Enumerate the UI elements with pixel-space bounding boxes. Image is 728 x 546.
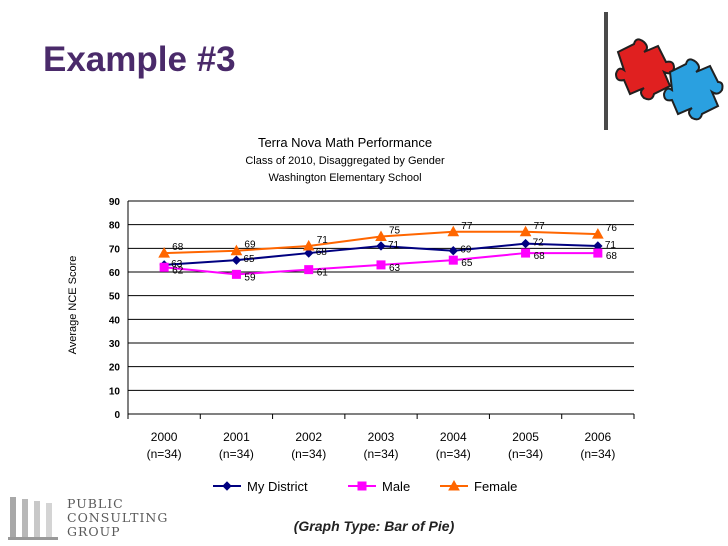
data-label: 68 — [172, 242, 184, 253]
data-point — [448, 245, 458, 256]
y-tick-label: 20 — [109, 363, 121, 374]
y-tick-label: 10 — [109, 386, 121, 397]
blue-puzzle-piece — [662, 58, 724, 121]
data-label: 69 — [460, 245, 472, 256]
y-tick-label: 30 — [109, 339, 121, 350]
legend-label: My District — [247, 479, 308, 494]
x-tick-label-n: (n=34) — [363, 447, 398, 461]
chart-title: Terra Nova Math Performance — [258, 135, 432, 150]
data-point — [375, 230, 387, 241]
data-label: 65 — [243, 254, 255, 265]
data-point — [448, 255, 458, 265]
x-tick-label-n: (n=34) — [291, 447, 326, 461]
x-tick-label-year: 2000 — [151, 430, 178, 444]
data-label: 61 — [317, 268, 329, 279]
data-point — [304, 248, 314, 258]
x-tick-label-n: (n=34) — [436, 447, 471, 461]
x-tick-label-year: 2003 — [368, 430, 395, 444]
data-label: 65 — [461, 258, 473, 269]
data-label: 63 — [171, 259, 183, 270]
y-axis-label: Average NCE Score — [67, 256, 79, 355]
data-label: 71 — [605, 240, 617, 251]
graph-type-caption: (Graph Type: Bar of Pie) — [293, 518, 455, 534]
data-label: 69 — [244, 240, 256, 251]
data-label: 75 — [389, 226, 401, 237]
data-label: 62 — [172, 265, 184, 276]
data-label: 68 — [534, 251, 546, 262]
legend-marker — [222, 481, 232, 491]
x-tick-label-year: 2002 — [295, 430, 322, 444]
data-point — [592, 228, 604, 239]
data-point — [230, 244, 243, 256]
legend-marker — [357, 481, 367, 491]
chart-subtitle: Class of 2010, Disaggregated by Gender — [245, 155, 445, 167]
y-tick-label: 70 — [109, 244, 121, 255]
data-label: 77 — [534, 221, 546, 232]
x-tick-label-n: (n=34) — [508, 447, 543, 461]
y-tick-label: 90 — [109, 197, 121, 208]
x-tick-label-year: 2006 — [585, 430, 612, 444]
data-label: 77 — [461, 221, 473, 232]
data-point — [376, 260, 386, 270]
x-tick-label-year: 2004 — [440, 430, 467, 444]
slide-title: Example #3 — [43, 40, 236, 79]
data-label: 71 — [317, 235, 329, 246]
x-tick-label-year: 2001 — [223, 430, 250, 444]
data-label: 76 — [606, 223, 618, 234]
data-point — [519, 225, 532, 237]
x-tick-label-n: (n=34) — [219, 447, 254, 461]
logo-line-1: PUBLIC — [67, 496, 124, 511]
data-label: 71 — [388, 240, 400, 251]
data-point — [231, 255, 242, 265]
x-tick-label-n: (n=34) — [147, 447, 182, 461]
data-label: 72 — [533, 238, 545, 249]
y-tick-label: 80 — [109, 221, 121, 232]
legend-label: Female — [474, 479, 517, 494]
y-tick-label: 40 — [109, 315, 121, 326]
logo-line-3: GROUP — [67, 524, 121, 539]
data-point — [159, 262, 169, 272]
company-logo-text: PUBLIC CONSULTING GROUP — [67, 497, 168, 539]
data-point — [521, 248, 531, 258]
x-tick-label-n: (n=34) — [580, 447, 615, 461]
data-point — [231, 269, 241, 279]
data-label: 68 — [606, 251, 618, 262]
chart-subtitle-2: Washington Elementary School — [268, 172, 421, 184]
legend-label: Male — [382, 479, 410, 494]
legend-marker — [448, 479, 460, 491]
y-tick-label: 0 — [114, 410, 120, 421]
data-point — [593, 248, 603, 258]
data-label: 63 — [389, 263, 401, 274]
data-point — [302, 239, 315, 251]
data-point — [447, 225, 460, 237]
data-point — [158, 247, 170, 258]
puzzle-pieces-icon — [614, 38, 724, 121]
y-tick-label: 50 — [109, 292, 121, 303]
data-label: 59 — [244, 272, 256, 283]
x-tick-label-year: 2005 — [512, 430, 539, 444]
data-point — [304, 265, 314, 275]
divider-bar — [604, 12, 608, 130]
columns-logo-icon — [8, 497, 58, 540]
red-puzzle-piece — [614, 38, 676, 101]
data-point — [520, 238, 531, 249]
data-point — [376, 241, 386, 251]
y-tick-label: 60 — [109, 268, 121, 279]
data-label: 68 — [316, 247, 328, 258]
logo-line-2: CONSULTING — [67, 510, 169, 525]
